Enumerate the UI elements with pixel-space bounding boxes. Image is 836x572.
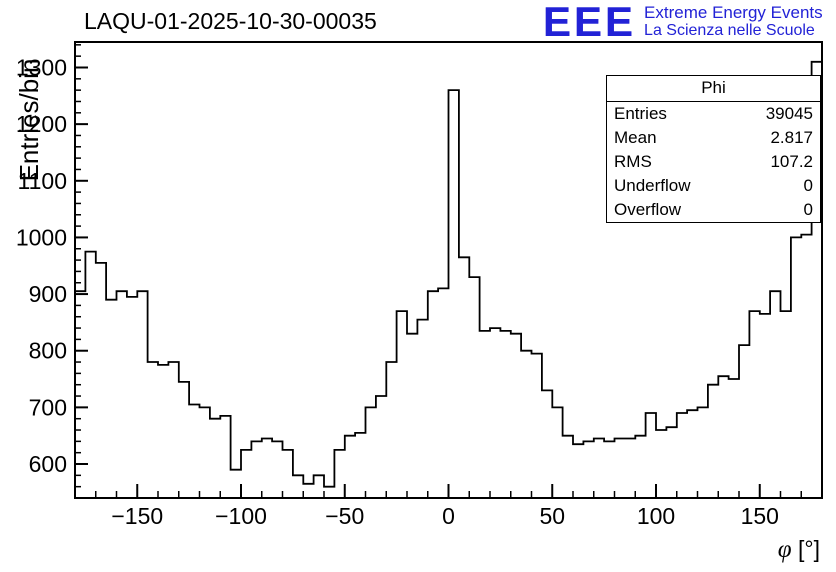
stats-label: Entries [614, 104, 667, 123]
stats-value: 39045 [765, 104, 813, 123]
y-axis-title: Entries/bin [14, 58, 44, 182]
stats-label: RMS [614, 152, 652, 171]
y-tick-label: 800 [29, 338, 67, 364]
stats-row-rms: RMS 107.2 [607, 150, 820, 174]
histogram-step-line [75, 60, 822, 488]
stats-box-title: Phi [607, 76, 820, 102]
y-tick-label: 1100 [18, 168, 67, 194]
y-tick-label: 600 [29, 451, 67, 477]
stats-value: 107.2 [770, 152, 813, 171]
x-tick-label: 0 [442, 503, 455, 529]
stats-label: Mean [614, 128, 657, 147]
eee-logo-letters: EEE [543, 0, 637, 45]
eee-logo-line1: Extreme Energy Events [644, 3, 823, 22]
y-tick-label: 900 [29, 281, 67, 307]
x-tick-label: 150 [741, 503, 779, 529]
stats-box: Phi Entries 39045 Mean 2.817 RMS 107.2 U… [606, 75, 821, 223]
y-tick-label: 1300 [16, 54, 67, 80]
stats-row-overflow: Overflow 0 [607, 198, 820, 222]
x-tick-label: 100 [637, 503, 675, 529]
y-tick-label: 1000 [16, 224, 67, 250]
x-tick-label: −150 [111, 503, 163, 529]
x-tick-label: 50 [539, 503, 565, 529]
phi-symbol: φ [777, 536, 792, 563]
stats-row-entries: Entries 39045 [607, 102, 820, 126]
x-tick-label: −50 [325, 503, 364, 529]
stats-value: 0 [803, 200, 813, 219]
stats-value: 2.817 [770, 128, 813, 147]
x-tick-label: −100 [215, 503, 267, 529]
stats-label: Underflow [614, 176, 691, 195]
y-tick-label: 700 [29, 394, 67, 420]
stats-label: Overflow [614, 200, 682, 219]
eee-logo-line2: La Scienza nelle Scuole [644, 22, 815, 39]
stats-row-underflow: Underflow 0 [607, 174, 820, 198]
y-tick-label: 1200 [16, 111, 67, 137]
stats-row-mean: Mean 2.817 [607, 126, 820, 150]
eee-logo: EEE Extreme Energy Events La Scienza nel… [543, 0, 823, 46]
x-axis-title: φ [°] [777, 536, 820, 563]
page-title: LAQU-01-2025-10-30-00035 [84, 8, 377, 34]
stats-value: 0 [803, 176, 813, 195]
